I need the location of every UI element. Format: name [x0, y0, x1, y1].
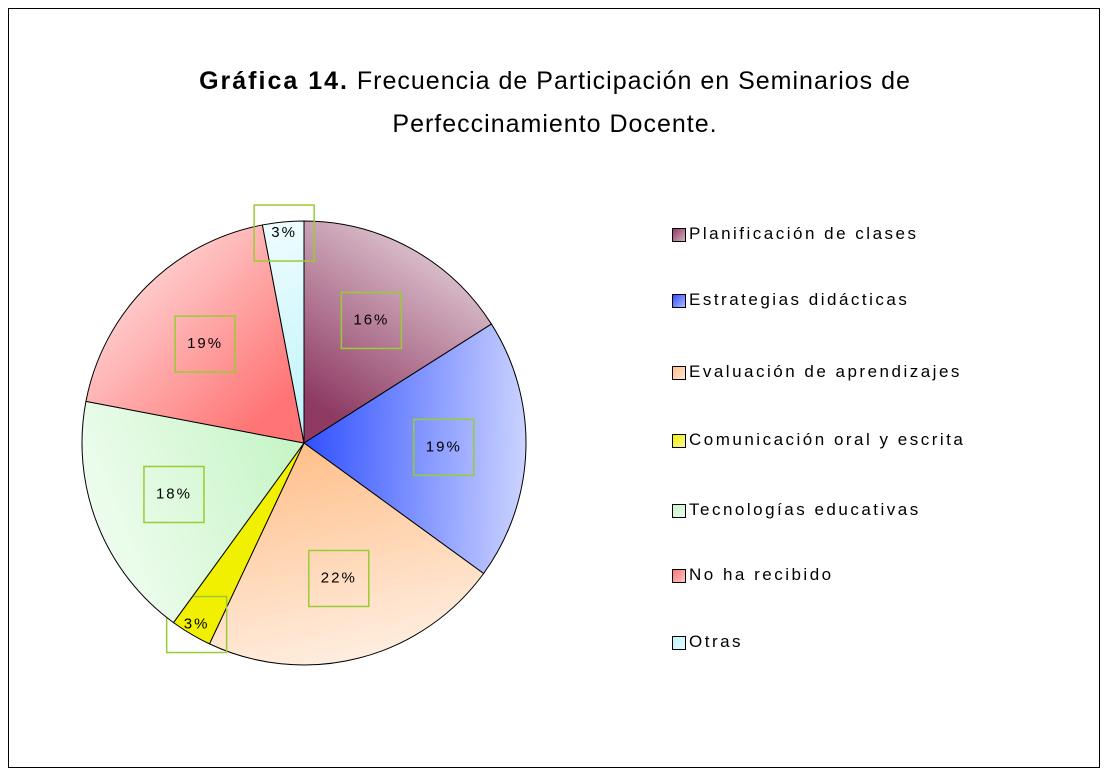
pie-slice — [303, 323, 527, 575]
data-label: 19% — [426, 438, 462, 455]
legend-label: Evaluación de aprendizajes — [689, 362, 962, 381]
legend-item: No ha recibido — [672, 559, 834, 591]
data-label: 16% — [353, 311, 389, 328]
data-label: 18% — [156, 485, 192, 502]
legend-swatch — [672, 636, 686, 650]
legend-item: Evaluación de aprendizajes — [672, 356, 962, 388]
legend-item: Otras — [672, 626, 743, 658]
title-text: Frecuencia de Participación en Seminario… — [356, 67, 911, 138]
label-box — [165, 595, 228, 654]
legend-label: Otras — [689, 632, 744, 651]
label-box — [174, 315, 236, 373]
data-label: 22% — [321, 569, 357, 586]
legend-label: Planificación de clases — [689, 224, 919, 243]
label-box — [143, 465, 205, 524]
legend-item: Comunicación oral y escrita — [672, 424, 965, 456]
legend-label: Tecnologías educativas — [689, 500, 921, 519]
label-box — [340, 291, 403, 350]
legend-label: Comunicación oral y escrita — [689, 430, 966, 449]
pie-slice — [85, 224, 305, 444]
label-box — [253, 204, 315, 262]
title-label: Gráfica 14. — [199, 67, 349, 95]
pie-slice — [81, 400, 305, 624]
legend-label: Estrategias didácticas — [689, 290, 910, 309]
label-box — [308, 549, 370, 608]
data-label: 3% — [271, 224, 297, 241]
legend-item: Estrategias didácticas — [672, 284, 909, 316]
pie-slice — [303, 220, 493, 444]
data-label: 3% — [184, 615, 210, 632]
chart-title: Gráfica 14. Frecuencia de Participación … — [180, 60, 930, 146]
legend-swatch — [672, 366, 686, 380]
legend-item: Tecnologías educativas — [672, 494, 921, 526]
legend-swatch — [672, 294, 686, 308]
legend-item: Planificación de clases — [672, 218, 918, 250]
legend-label: No ha recibido — [689, 565, 834, 584]
label-box — [413, 418, 475, 477]
legend-swatch — [672, 569, 686, 583]
legend-swatch — [672, 434, 686, 448]
data-label: 19% — [187, 335, 223, 352]
legend-swatch — [672, 504, 686, 518]
pie-slice — [261, 220, 305, 444]
legend-swatch — [672, 228, 686, 242]
